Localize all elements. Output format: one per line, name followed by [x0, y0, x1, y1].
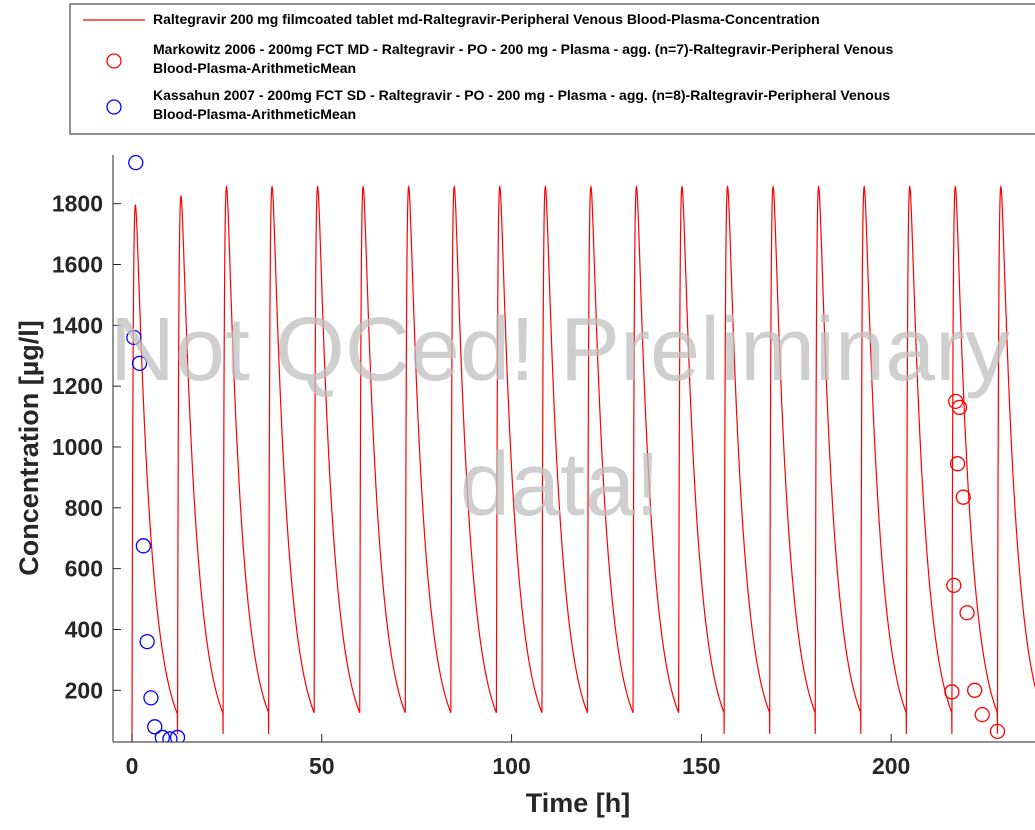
kassahun-point [169, 729, 186, 742]
markowitz-point [974, 706, 990, 723]
markowitz-point [989, 723, 1006, 740]
markowitz-point [946, 577, 962, 594]
kassahun-point [139, 633, 155, 650]
legend-entry-text: Raltegravir 200 mg filmcoated tablet md-… [153, 11, 820, 27]
y-tick-label: 1000 [52, 434, 103, 460]
x-tick-label: 0 [126, 753, 139, 779]
watermark: Not QCed! Preliminary data! [110, 300, 1010, 535]
markowitz-point [959, 605, 975, 621]
x-tick-label: 150 [682, 753, 720, 779]
watermark-line-1: Not QCed! Preliminary [110, 300, 1010, 400]
watermark-line-2: data! [460, 435, 660, 535]
markowitz-point [949, 456, 966, 472]
y-tick-label: 200 [65, 677, 103, 703]
plot-area [113, 155, 1035, 742]
y-tick-label: 800 [65, 495, 103, 521]
legend-marker-swatch [106, 53, 122, 69]
legend-entry-text: Markowitz 2006 - 200mg FCT MD - Raltegra… [153, 41, 893, 57]
kassahun-point [162, 731, 178, 742]
y-tick-label: 600 [65, 556, 103, 582]
markowitz-point [951, 399, 968, 416]
kassahun-point [147, 719, 163, 735]
y-axis-label: Concentration [µg/l] [14, 320, 44, 576]
legend-entry-text: Blood-Plasma-ArithmeticMean [153, 106, 356, 122]
simulation-line [131, 185, 1035, 742]
kassahun-point [128, 155, 144, 171]
x-axis-label: Time [h] [526, 788, 631, 818]
kassahun-point [126, 329, 142, 346]
y-tick-label: 1200 [52, 373, 103, 399]
x-tick-label: 50 [309, 753, 335, 779]
legend-entry-text: Kassahun 2007 - 200mg FCT SD - Raltegrav… [153, 87, 890, 103]
kassahun-point [135, 538, 152, 554]
y-tick-label: 400 [65, 616, 103, 642]
x-tick-label: 200 [872, 753, 910, 779]
markowitz-point [967, 682, 983, 698]
plot-content [126, 155, 1035, 742]
y-tick-label: 1400 [52, 312, 103, 338]
y-tick-label: 1600 [52, 251, 103, 277]
kassahun-point [143, 690, 159, 706]
legend-entry-text: Blood-Plasma-ArithmeticMean [153, 60, 356, 76]
x-tick-label: 100 [492, 753, 530, 779]
markowitz-point [955, 489, 971, 505]
markowitz-point [944, 684, 960, 700]
axes: 0 50 100 150 200 200 400 600 800 1000 1200 1400 1600… [52, 155, 1035, 779]
y-tick-label: 1800 [52, 191, 103, 217]
legend: Raltegravir 200 mg filmcoated tablet md-… [83, 11, 893, 122]
legend-marker-swatch [106, 99, 122, 115]
kassahun-point [154, 729, 170, 742]
legend-box [69, 3, 1035, 135]
kassahun-point [131, 355, 148, 371]
